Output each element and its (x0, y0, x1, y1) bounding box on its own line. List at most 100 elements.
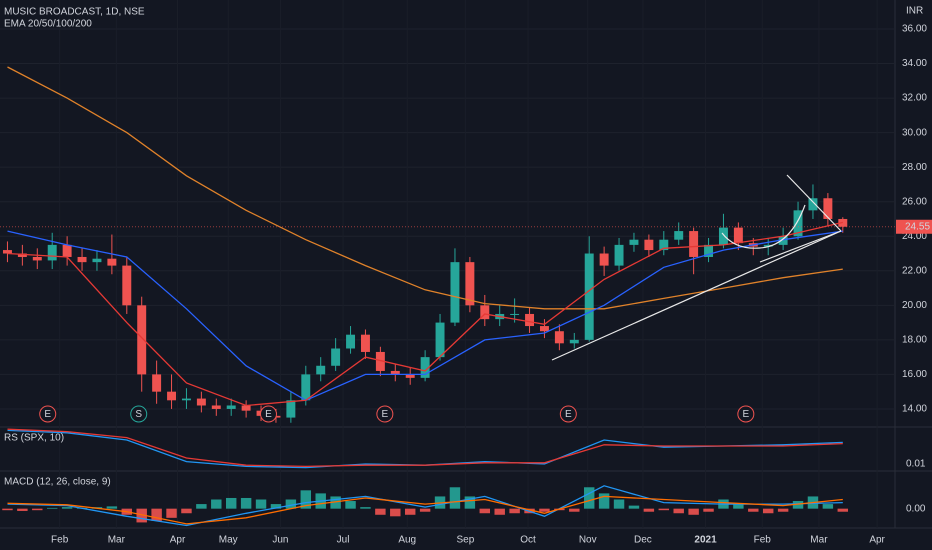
event-marker (130, 405, 148, 423)
event-label: E (565, 409, 572, 420)
macd-histogram-bar (61, 507, 73, 509)
candle-body (316, 365, 326, 375)
candle-body (137, 305, 147, 375)
y-tick-label: 20.00 (902, 300, 927, 311)
macd-histogram-bar (300, 490, 312, 509)
last-price-label: 24.55 (905, 221, 930, 232)
macd-histogram-bar (46, 507, 58, 509)
candle-body (360, 334, 370, 352)
y-tick-label: 32.00 (902, 93, 927, 104)
y-tick-label: 26.00 (902, 196, 927, 207)
candle-body (32, 256, 42, 261)
indicator-line (7, 221, 843, 407)
macd-histogram-bar (733, 504, 744, 509)
x-tick-label: Mar (810, 535, 828, 546)
macd-histogram-bar (822, 504, 834, 509)
y-tick-label: 16.00 (902, 369, 927, 380)
trendline (551, 230, 842, 361)
cup-pattern (721, 204, 806, 249)
event-marker (737, 405, 755, 423)
macd-histogram-bar (181, 508, 192, 514)
indicator-line (7, 495, 843, 525)
macd-histogram-bar (2, 508, 13, 511)
indicator-label: EMA 20/50/100/200 (4, 19, 92, 30)
candle-body (47, 244, 57, 261)
drawings (551, 174, 842, 361)
candle-body (763, 244, 773, 247)
candle-body (375, 351, 385, 371)
x-tick-label: Nov (579, 535, 597, 546)
candle-body (689, 231, 699, 257)
macd-histogram-bar (837, 508, 849, 512)
candle-body (420, 357, 430, 378)
candle-body (644, 239, 654, 251)
trendline (759, 230, 842, 263)
candle-body (241, 405, 251, 411)
candle-body (569, 339, 579, 344)
macd-histogram-bar (643, 508, 655, 512)
x-tick-label: Apr (170, 535, 186, 546)
macd-histogram-bar (330, 496, 341, 509)
macd-histogram-bar (494, 508, 505, 515)
macd-histogram-bar (136, 508, 147, 523)
candle-body (465, 262, 475, 306)
macd-histogram-bar (569, 508, 580, 512)
indicator-line (7, 230, 843, 402)
macd-histogram-bar (285, 499, 297, 509)
x-tick-label: Feb (754, 535, 772, 546)
x-tick-label: Sep (457, 535, 475, 546)
candle-body (435, 322, 445, 358)
macd-histogram-bar (419, 508, 431, 512)
y-tick-label: 36.00 (902, 24, 927, 35)
y-tick-label: 28.00 (902, 162, 927, 173)
chart-title: MUSIC BROADCAST, 1D, NSE (4, 7, 145, 18)
macd-histogram-bar (404, 508, 416, 515)
indicator-line (7, 66, 843, 310)
x-tick-label: 2021 (694, 535, 717, 546)
macd-histogram-bar (509, 508, 520, 514)
x-tick-label: Oct (520, 535, 536, 546)
macd-histogram-bar (539, 508, 550, 512)
candle-body (405, 374, 415, 378)
macd-histogram-bar (792, 501, 804, 509)
candle-body (674, 231, 684, 240)
macd-histogram-bar (151, 508, 162, 521)
macd-histogram-bar (240, 497, 252, 509)
x-tick-label: Feb (51, 535, 69, 546)
candle-body (539, 326, 549, 332)
macd-tick-label: 0.00 (906, 503, 926, 514)
macd-histogram-bar (688, 508, 699, 515)
macd-histogram-bar (390, 508, 401, 517)
y-tick-label: 30.00 (902, 127, 927, 138)
macd-histogram-bar (360, 507, 371, 509)
candle-body (17, 253, 27, 257)
x-tick-label: Apr (869, 535, 885, 546)
candle-body (181, 398, 191, 401)
macd-histogram-bar (449, 487, 461, 509)
event-marker (559, 405, 577, 423)
macd-histogram-bar (703, 508, 714, 512)
y-tick-label: 14.00 (902, 404, 927, 415)
candle-body (92, 258, 102, 263)
candle-body (733, 227, 743, 244)
candle-body (77, 256, 87, 263)
candle-body (793, 210, 803, 237)
macd-histogram-bar (777, 508, 789, 512)
macd-histogram-bar (583, 487, 595, 509)
candle-body (167, 391, 177, 401)
candle-body (196, 398, 206, 406)
macd-histogram-bar (255, 499, 267, 509)
candle-body (525, 313, 535, 327)
macd-histogram-bar (375, 508, 386, 515)
macd-histogram-bar (598, 493, 610, 509)
macd-histogram-bar (270, 504, 282, 509)
x-tick-label: May (219, 535, 238, 546)
candle-body (629, 239, 639, 245)
macd-histogram-bar (196, 504, 207, 509)
event-label: E (382, 409, 389, 420)
macd-histogram-bar (748, 508, 759, 512)
candle-body (614, 244, 624, 266)
macd-histogram-bar (658, 508, 670, 511)
candle-body (480, 305, 490, 320)
candle-body (659, 239, 669, 251)
